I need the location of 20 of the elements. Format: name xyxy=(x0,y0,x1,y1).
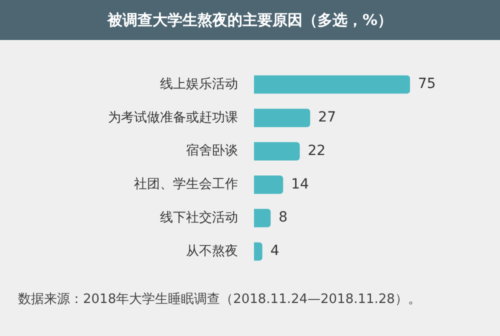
y-tick-label: 宿舍卧谈 xyxy=(186,142,238,159)
bar xyxy=(254,108,310,128)
y-tick-label: 为考试做准备或赶功课 xyxy=(108,110,238,126)
data-label: 27 xyxy=(318,110,336,126)
data-label: 14 xyxy=(291,176,310,192)
data-label: 75 xyxy=(418,76,436,92)
data-label: 22 xyxy=(308,142,326,159)
source-note: 数据来源：2018年大学生睡眠调查（2018.11.24—2018.11.28）。 xyxy=(18,291,421,308)
bar xyxy=(254,75,410,94)
y-tick-label: 从不熬夜 xyxy=(186,242,238,259)
y-tick-label: 线下社交活动 xyxy=(160,209,238,226)
y-tick-label: 社团、学生会工作 xyxy=(134,177,238,192)
data-label: 4 xyxy=(270,243,280,260)
bar xyxy=(254,208,271,228)
bar xyxy=(254,142,300,160)
chart-title: 被调查大学生熬夜的主要原因（多选，%） xyxy=(0,0,500,40)
y-tick-label: 线上娱乐活动 xyxy=(160,76,238,92)
bar xyxy=(254,242,262,261)
data-label: 8 xyxy=(278,210,288,226)
bar xyxy=(254,176,284,194)
